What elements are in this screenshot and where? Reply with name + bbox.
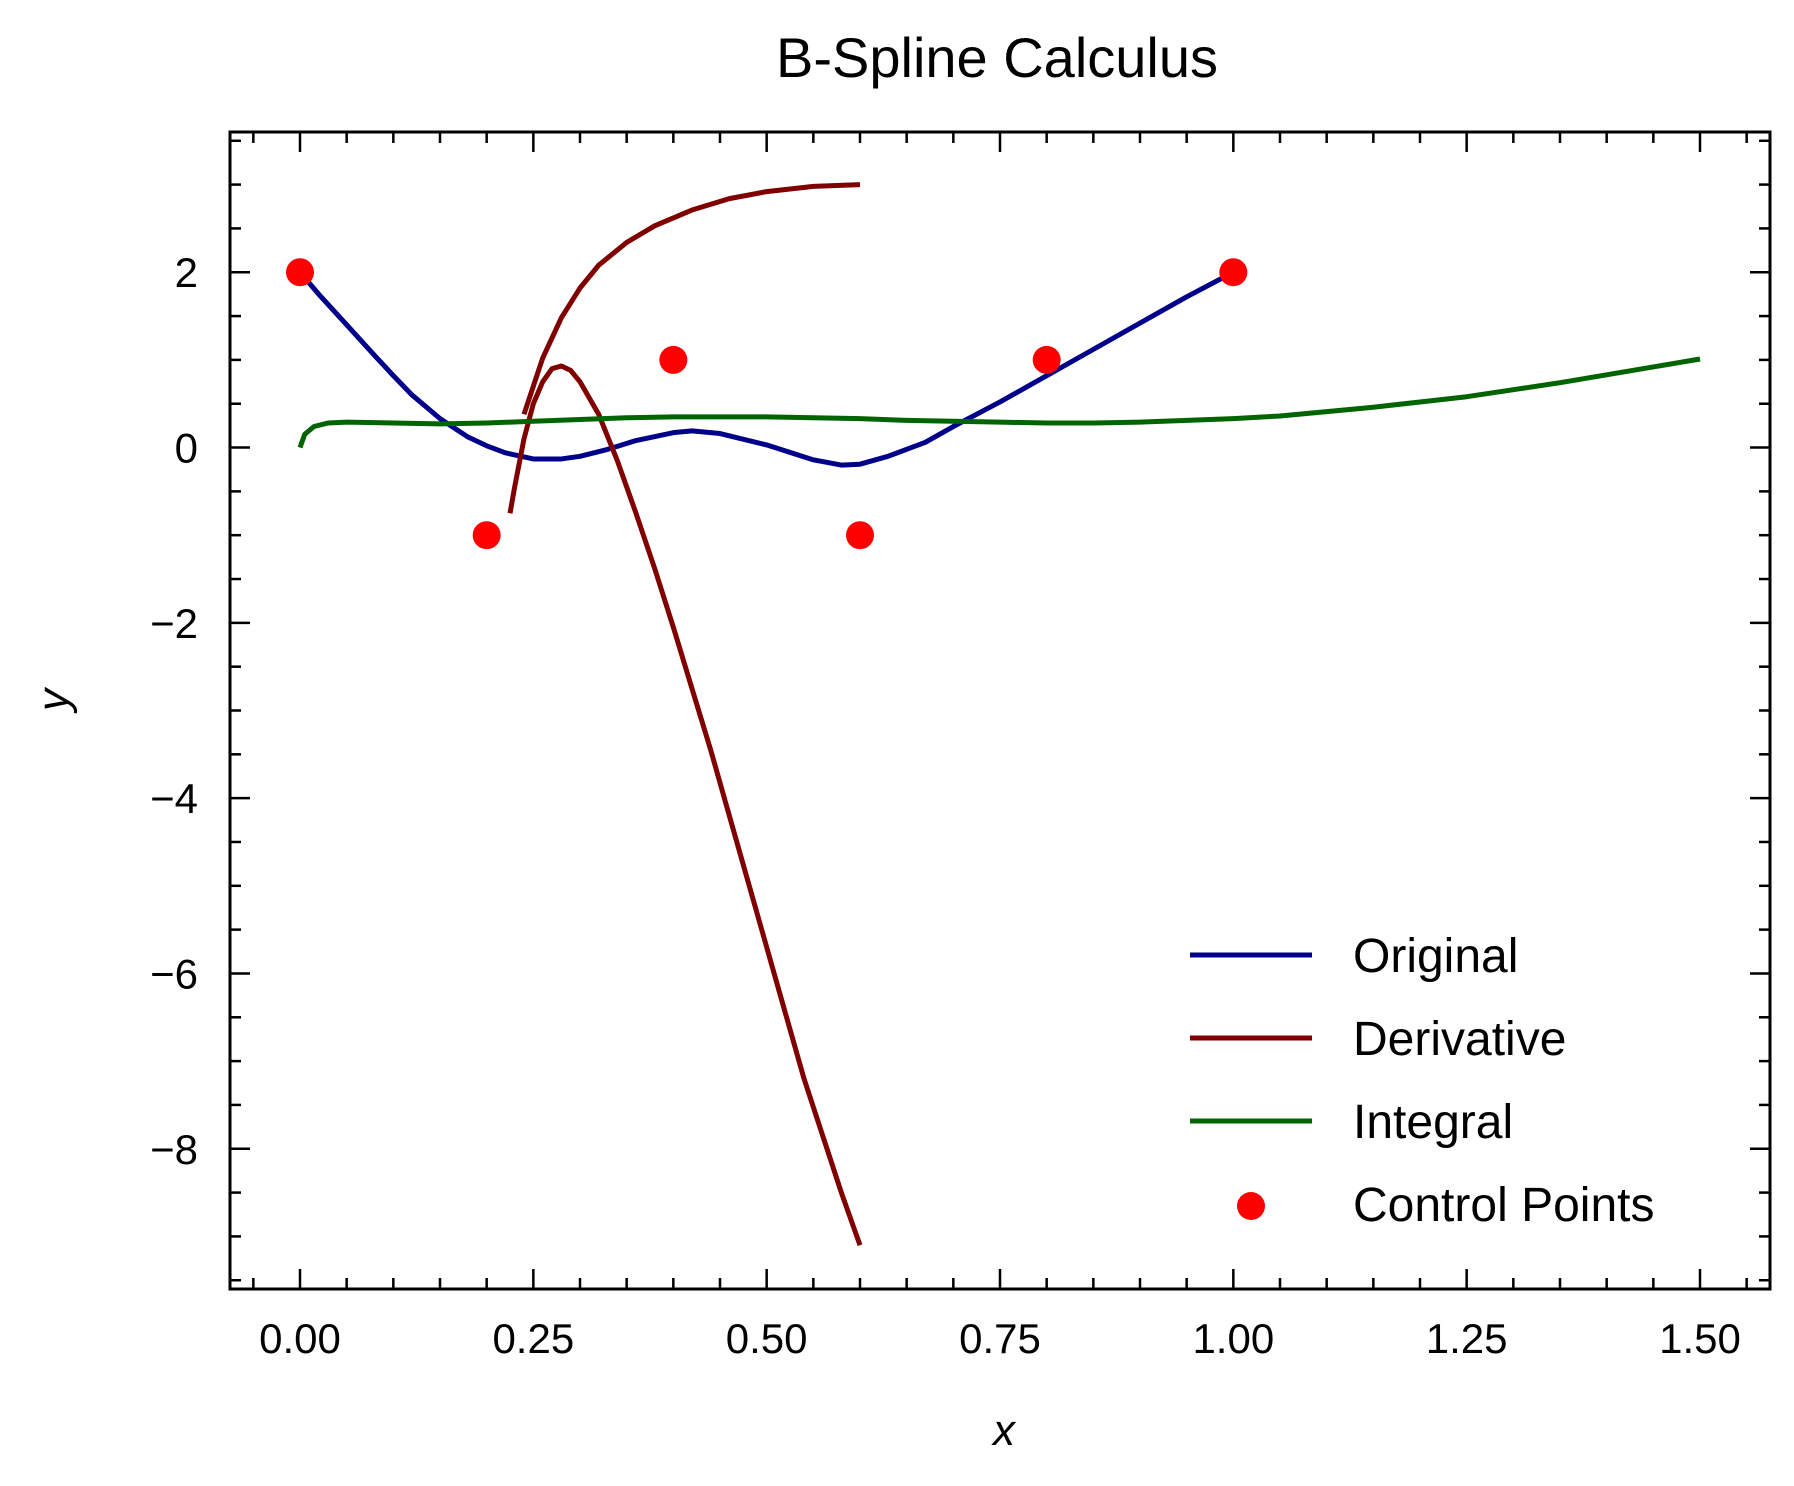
x-tick-label: 1.50 [1659,1315,1741,1362]
control-point-5 [1032,345,1061,374]
legend-swatch-control-points [1237,1192,1265,1220]
x-tick-label: 0.75 [959,1315,1041,1362]
x-tick-label: 1.25 [1426,1315,1508,1362]
y-axis-label: y [29,686,78,714]
x-tick-label: 0.25 [492,1315,574,1362]
control-point-1 [286,258,314,287]
y-tick-label: −6 [150,950,198,997]
legend-label-derivative: Derivative [1353,1013,1566,1066]
plot-area [286,182,1701,1247]
control-point-2 [472,521,501,550]
y-tick-label: 0 [175,425,198,472]
axis-ticks: 0.00 0.25 0.50 0.75 1.00 1.25 1.50 2 0 −2 −4 −6 −8 [150,132,1770,1362]
x-tick-label: 0.00 [259,1315,341,1362]
y-tick-label: 2 [175,249,198,296]
series-line-derivative [507,363,863,1247]
series-line-original [298,270,1235,468]
y-tick-label: −4 [150,775,198,822]
control-point-6 [1219,258,1248,287]
chart-title: B-Spline Calculus [776,26,1218,89]
series-line-integral [297,356,1701,449]
x-axis-label: x [991,1406,1017,1455]
x-tick-label: 1.00 [1192,1315,1274,1362]
y-tick-label: −8 [150,1126,198,1173]
control-point-4 [846,521,874,550]
legend-label-original: Original [1353,930,1518,983]
y-tick-label: −2 [150,600,198,647]
legend: Original Derivative Integral Control Points [1190,930,1654,1232]
legend-label-integral: Integral [1353,1096,1513,1149]
legend-label-control-points: Control Points [1353,1179,1654,1232]
plot-frame [228,130,1772,1291]
series-line-segment-2 [521,182,861,416]
x-tick-label: 0.50 [726,1315,808,1362]
control-point-3 [659,345,688,374]
